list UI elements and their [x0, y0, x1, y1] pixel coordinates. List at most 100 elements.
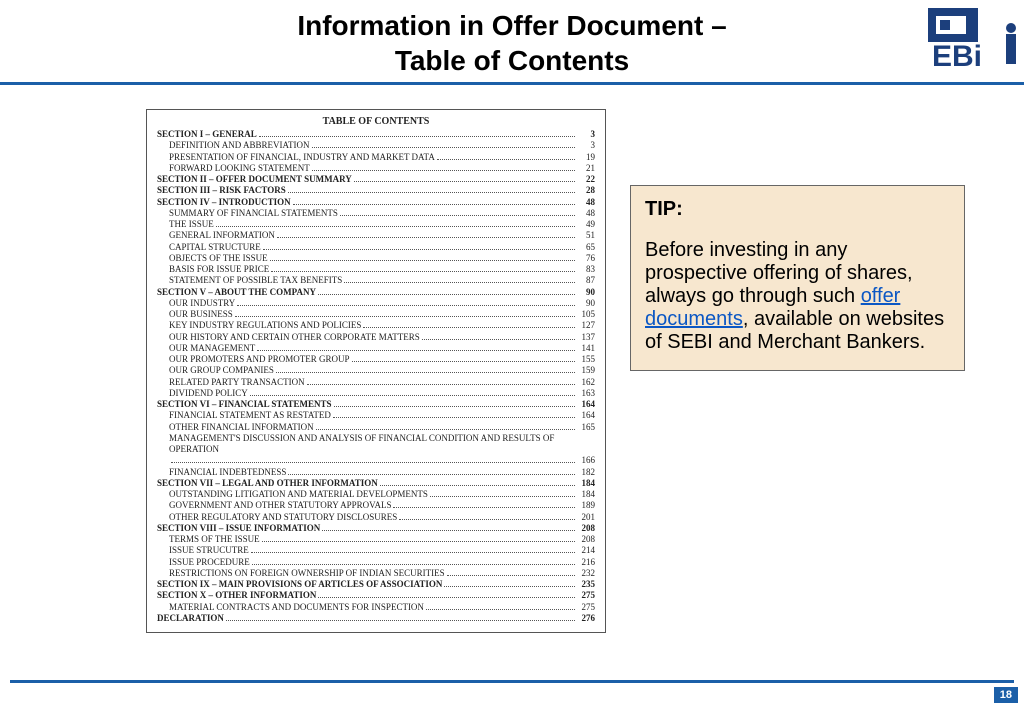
toc-row: SECTION II – OFFER DOCUMENT SUMMARY22	[157, 174, 595, 185]
toc-row: SECTION VIII – ISSUE INFORMATION 208	[157, 523, 595, 534]
toc-page: 164	[577, 399, 595, 410]
toc-row: MATERIAL CONTRACTS AND DOCUMENTS FOR INS…	[157, 602, 595, 613]
toc-row: SECTION VI – FINANCIAL STATEMENTS 164	[157, 399, 595, 410]
toc-dots	[312, 164, 575, 171]
toc-label: FINANCIAL INDEBTEDNESS	[157, 467, 286, 478]
toc-dots	[426, 603, 575, 610]
toc-row: SECTION X – OTHER INFORMATION275	[157, 590, 595, 601]
toc-label: MATERIAL CONTRACTS AND DOCUMENTS FOR INS…	[157, 602, 424, 613]
toc-label: SECTION II – OFFER DOCUMENT SUMMARY	[157, 174, 352, 185]
toc-dots	[430, 490, 575, 497]
page-number-badge: 18	[994, 687, 1018, 703]
toc-dots	[259, 130, 575, 137]
toc-label: RESTRICTIONS ON FOREIGN OWNERSHIP OF IND…	[157, 568, 445, 579]
toc-label: OUR PROMOTERS AND PROMOTER GROUP	[157, 354, 350, 365]
toc-label: SECTION VIII – ISSUE INFORMATION	[157, 523, 320, 534]
toc-row: OTHER REGULATORY AND STATUTORY DISCLOSUR…	[157, 512, 595, 523]
toc-row: GOVERNMENT AND OTHER STATUTORY APPROVALS…	[157, 500, 595, 511]
toc-row: DECLARATION276	[157, 613, 595, 624]
toc-label: OTHER FINANCIAL INFORMATION	[157, 422, 314, 433]
toc-row: THE ISSUE 49	[157, 219, 595, 230]
toc-page: 48	[577, 197, 595, 208]
toc-label: OUR GROUP COMPANIES	[157, 365, 274, 376]
toc-page: 163	[577, 388, 595, 399]
toc-page: 159	[577, 365, 595, 376]
toc-label: RELATED PARTY TRANSACTION	[157, 377, 305, 388]
header: Information in Offer Document – Table of…	[0, 0, 1024, 85]
toc-label: OBJECTS OF THE ISSUE	[157, 253, 268, 264]
toc-dots	[250, 389, 575, 396]
toc-row: GENERAL INFORMATION51	[157, 230, 595, 241]
toc-dots	[322, 524, 575, 531]
toc-row: TERMS OF THE ISSUE208	[157, 534, 595, 545]
toc-label: SECTION IV – INTRODUCTION	[157, 197, 291, 208]
toc-row: SECTION IV – INTRODUCTION 48	[157, 197, 595, 208]
toc-row: OUR GROUP COMPANIES 159	[157, 365, 595, 376]
toc-row: BASIS FOR ISSUE PRICE83	[157, 264, 595, 275]
toc-page: 137	[577, 332, 595, 343]
toc-dots	[288, 468, 575, 475]
toc-page: 208	[577, 523, 595, 534]
toc-row: CAPITAL STRUCTURE 65	[157, 242, 595, 253]
toc-dots	[344, 276, 575, 283]
toc-dots	[447, 569, 575, 576]
toc-label: SECTION X – OTHER INFORMATION	[157, 590, 316, 601]
toc-page: 184	[577, 478, 595, 489]
toc-page: 76	[577, 253, 595, 264]
toc-row: SUMMARY OF FINANCIAL STATEMENTS48	[157, 208, 595, 219]
toc-row: OUR INDUSTRY90	[157, 298, 595, 309]
toc-dots	[251, 546, 575, 553]
toc-label: SUMMARY OF FINANCIAL STATEMENTS	[157, 208, 338, 219]
toc-page: 3	[577, 140, 595, 151]
toc-label: OTHER REGULATORY AND STATUTORY DISCLOSUR…	[157, 512, 397, 523]
toc-page: 184	[577, 489, 595, 500]
toc-row: ISSUE STRUCUTRE214	[157, 545, 595, 556]
toc-dots	[316, 423, 575, 430]
toc-page: 49	[577, 219, 595, 230]
toc-dots	[422, 333, 575, 340]
tip-text: Before investing in any prospective offe…	[645, 239, 950, 354]
toc-dots	[276, 366, 575, 373]
toc-dots	[307, 378, 575, 385]
title-line-1: Information in Offer Document –	[0, 8, 1024, 43]
toc-page: 164	[577, 410, 595, 421]
toc-dots	[312, 141, 576, 148]
toc-dots	[318, 288, 575, 295]
toc-dots	[263, 243, 575, 250]
toc-dots	[354, 175, 575, 182]
toc-label: KEY INDUSTRY REGULATIONS AND POLICIES	[157, 320, 361, 331]
toc-label: SECTION IX – MAIN PROVISIONS OF ARTICLES…	[157, 579, 442, 590]
toc-label: SECTION VII – LEGAL AND OTHER INFORMATIO…	[157, 478, 378, 489]
toc-label: THE ISSUE	[157, 219, 214, 230]
toc-page: 65	[577, 242, 595, 253]
toc-dots	[352, 355, 575, 362]
toc-dots	[340, 209, 575, 216]
toc-label: GOVERNMENT AND OTHER STATUTORY APPROVALS	[157, 500, 391, 511]
toc-dots	[237, 299, 575, 306]
tip-heading: TIP:	[645, 198, 950, 221]
toc-page: 232	[577, 568, 595, 579]
toc-label: BASIS FOR ISSUE PRICE	[157, 264, 269, 275]
toc-page: 155	[577, 354, 595, 365]
toc-label: OUTSTANDING LITIGATION AND MATERIAL DEVE…	[157, 489, 428, 500]
toc-page: 201	[577, 512, 595, 523]
toc-page: 275	[577, 602, 595, 613]
toc-row: OBJECTS OF THE ISSUE 76	[157, 253, 595, 264]
toc-label: SECTION VI – FINANCIAL STATEMENTS	[157, 399, 332, 410]
toc-row: OUR MANAGEMENT 141	[157, 343, 595, 354]
toc-page: 141	[577, 343, 595, 354]
page-title: Information in Offer Document – Table of…	[0, 8, 1024, 78]
toc-label: FORWARD LOOKING STATEMENT	[157, 163, 310, 174]
toc-dots	[288, 186, 575, 193]
toc-row: FINANCIAL INDEBTEDNESS182	[157, 467, 595, 478]
toc-label: FINANCIAL STATEMENT AS RESTATED	[157, 410, 331, 421]
toc-label: OUR MANAGEMENT	[157, 343, 255, 354]
toc-label: OUR HISTORY AND CERTAIN OTHER CORPORATE …	[157, 332, 420, 343]
toc-row: SECTION V – ABOUT THE COMPANY90	[157, 287, 595, 298]
toc-body: SECTION I – GENERAL3DEFINITION AND ABBRE…	[157, 129, 595, 624]
toc-dots	[257, 344, 575, 351]
content-area: TABLE OF CONTENTS SECTION I – GENERAL3DE…	[0, 85, 1024, 685]
toc-label: CAPITAL STRUCTURE	[157, 242, 261, 253]
toc-row: PRESENTATION OF FINANCIAL, INDUSTRY AND …	[157, 152, 595, 163]
toc-row: SECTION IX – MAIN PROVISIONS OF ARTICLES…	[157, 579, 595, 590]
